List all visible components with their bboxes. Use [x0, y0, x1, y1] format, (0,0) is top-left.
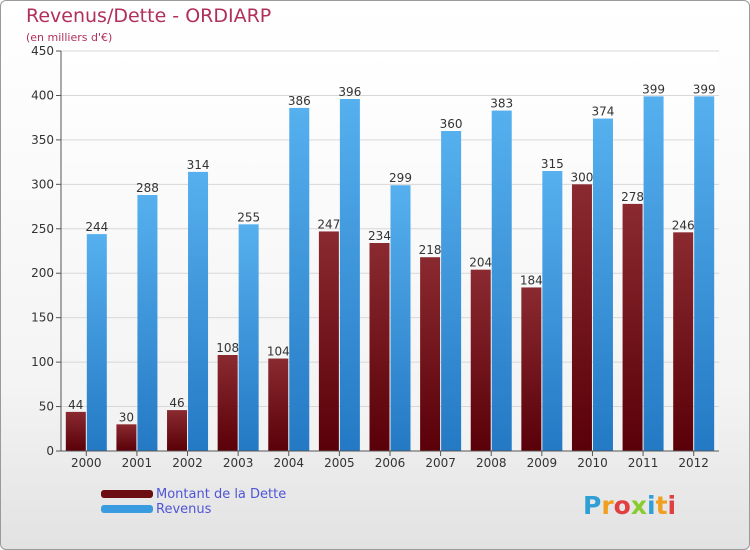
y-tick-label: 350 — [31, 133, 54, 147]
data-label-dette: 30 — [119, 410, 134, 424]
bar-revenus — [238, 224, 259, 451]
x-tick-label: 2006 — [375, 456, 406, 470]
bar-revenus — [289, 107, 310, 451]
bar-revenus — [390, 185, 411, 451]
legend-swatch-revenus — [101, 505, 153, 513]
data-label-dette: 218 — [419, 243, 442, 257]
data-label-dette: 247 — [317, 217, 340, 231]
data-label-dette: 246 — [672, 218, 695, 232]
bar-dette — [521, 287, 542, 451]
plot-area — [61, 51, 719, 451]
bar-revenus — [542, 171, 563, 451]
data-label-revenus: 288 — [136, 181, 159, 195]
bar-dette — [217, 355, 238, 451]
y-tick-label: 0 — [46, 444, 54, 458]
chart-title: Revenus/Dette - ORDIARP — [26, 5, 272, 27]
data-label-dette: 44 — [68, 398, 83, 412]
data-label-revenus: 374 — [592, 105, 615, 119]
bar-dette — [318, 231, 339, 451]
legend-label-dette: Montant de la Dette — [156, 487, 287, 502]
x-tick-label: 2004 — [273, 456, 304, 470]
logo-letter: o — [613, 491, 631, 520]
y-tick-label: 300 — [31, 177, 54, 191]
data-label-dette: 278 — [621, 190, 644, 204]
bar-revenus — [137, 195, 158, 451]
bar-revenus — [441, 131, 462, 451]
x-tick-label: 2002 — [172, 456, 203, 470]
x-tick-label: 2001 — [122, 456, 153, 470]
y-tick-label: 250 — [31, 222, 54, 236]
bar-dette — [116, 424, 137, 451]
data-label-revenus: 255 — [237, 210, 260, 224]
x-tick-label: 2007 — [425, 456, 456, 470]
x-tick-label: 2010 — [577, 456, 608, 470]
bar-dette — [420, 257, 441, 451]
logo-letter: i — [647, 491, 656, 520]
legend-label-revenus: Revenus — [156, 502, 212, 517]
data-label-dette: 234 — [368, 229, 391, 243]
bar-revenus — [86, 234, 107, 451]
data-label-revenus: 314 — [187, 158, 210, 172]
bar-dette — [268, 358, 289, 451]
bar-dette — [470, 269, 491, 451]
logo-letter: t — [655, 491, 668, 520]
x-tick-label: 2009 — [527, 456, 558, 470]
bar-dette — [673, 232, 694, 451]
bar-dette — [369, 243, 390, 451]
data-label-dette: 204 — [469, 256, 492, 270]
data-label-revenus: 244 — [85, 220, 108, 234]
y-tick-label: 200 — [31, 266, 54, 280]
proxiti-logo: Proxiti — [583, 491, 676, 520]
x-tick-label: 2008 — [476, 456, 507, 470]
y-tick-label: 150 — [31, 311, 54, 325]
data-label-revenus: 383 — [490, 97, 513, 111]
bar-revenus — [643, 96, 664, 451]
logo-letter: x — [630, 491, 647, 520]
x-tick-label: 2011 — [628, 456, 659, 470]
y-tick-label: 450 — [31, 44, 54, 58]
data-label-dette: 46 — [169, 396, 184, 410]
logo-letter: r — [601, 491, 614, 520]
bar-revenus — [694, 96, 715, 451]
x-tick-label: 2003 — [223, 456, 254, 470]
x-tick-label: 2000 — [71, 456, 102, 470]
data-label-revenus: 360 — [440, 117, 463, 131]
legend-swatch-dette — [101, 490, 153, 498]
logo-letter: P — [583, 491, 602, 520]
data-label-dette: 104 — [267, 345, 290, 359]
bar-revenus — [339, 99, 360, 451]
bar-revenus — [592, 118, 613, 452]
bar-revenus — [188, 171, 209, 451]
data-label-revenus: 299 — [389, 171, 412, 185]
y-tick-label: 50 — [39, 400, 54, 414]
data-label-revenus: 315 — [541, 157, 564, 171]
x-tick-label: 2012 — [678, 456, 709, 470]
data-label-dette: 184 — [520, 273, 543, 287]
data-label-revenus: 386 — [288, 94, 311, 108]
bar-dette — [65, 411, 86, 451]
bar-revenus — [491, 110, 512, 452]
logo-letter: i — [667, 491, 677, 520]
x-tick-label: 2005 — [324, 456, 355, 470]
data-label-revenus: 396 — [338, 85, 361, 99]
data-label-dette: 108 — [216, 341, 239, 355]
data-label-revenus: 399 — [693, 82, 716, 96]
bar-dette — [622, 203, 643, 451]
bar-dette — [571, 184, 592, 452]
data-label-revenus: 399 — [642, 82, 665, 96]
chart-subtitle: (en milliers d'€) — [26, 31, 113, 44]
data-label-dette: 300 — [571, 170, 594, 184]
y-tick-label: 400 — [31, 88, 54, 102]
y-tick-label: 100 — [31, 355, 54, 369]
bar-dette — [167, 410, 188, 451]
